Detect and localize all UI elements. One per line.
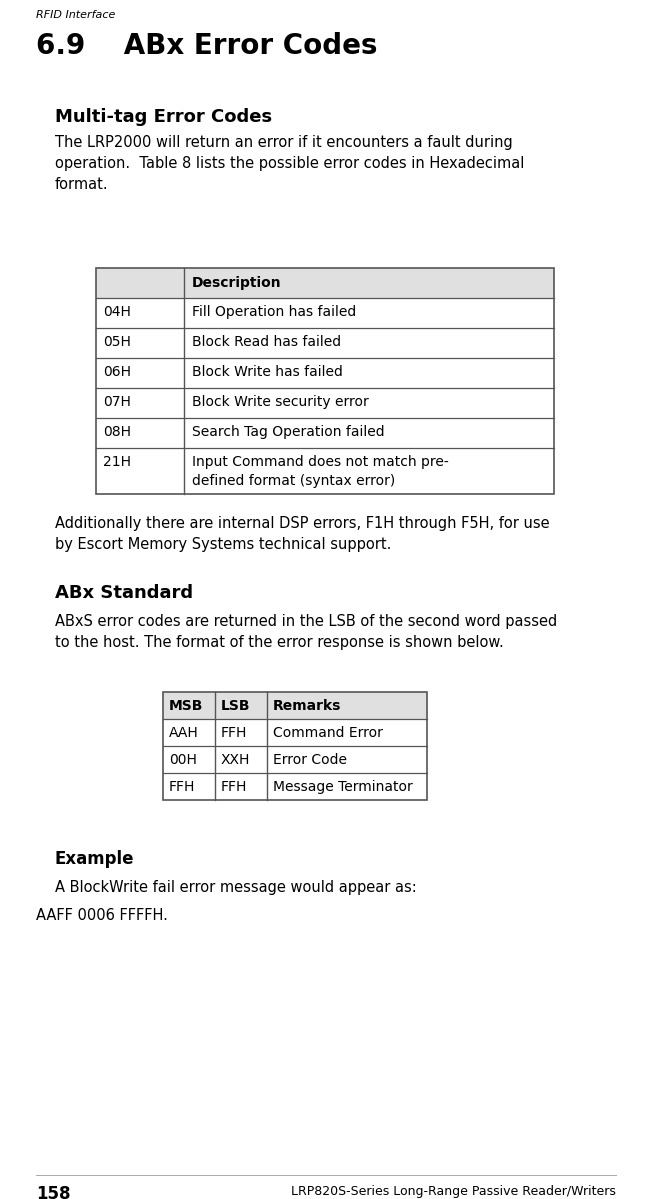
Text: 158: 158 [36, 1185, 70, 1199]
Bar [96, 269, 554, 299]
Text: LSB: LSB [221, 699, 250, 713]
Text: FFH: FFH [221, 781, 247, 794]
Text: Error Code: Error Code [273, 753, 347, 767]
Text: RFID Interface: RFID Interface [36, 10, 115, 20]
Text: FFH: FFH [169, 781, 196, 794]
Text: 08H: 08H [103, 424, 131, 439]
Text: Block Write has failed: Block Write has failed [192, 364, 343, 379]
Text: 05H: 05H [103, 335, 131, 349]
Text: 07H: 07H [103, 394, 131, 409]
Text: Description: Description [192, 276, 282, 290]
Text: MSB: MSB [169, 699, 203, 713]
Text: Input Command does not match pre-
defined format (syntax error): Input Command does not match pre- define… [192, 454, 449, 488]
Text: FFH: FFH [221, 727, 247, 740]
Text: 04H: 04H [103, 305, 131, 319]
Text: Fill Operation has failed: Fill Operation has failed [192, 305, 356, 319]
Text: Example: Example [55, 850, 134, 868]
Text: ABx Standard: ABx Standard [55, 584, 193, 602]
Text: Block Write security error: Block Write security error [192, 394, 369, 409]
Text: Command Error: Command Error [273, 727, 383, 740]
Text: Multi-tag Error Codes: Multi-tag Error Codes [55, 108, 272, 126]
Bar [96, 269, 554, 494]
Text: XXH: XXH [221, 753, 250, 767]
Text: Message Terminator: Message Terminator [273, 781, 413, 794]
Text: Block Read has failed: Block Read has failed [192, 335, 341, 349]
Text: 6.9    ABx Error Codes: 6.9 ABx Error Codes [36, 32, 378, 60]
Bar [163, 692, 427, 719]
Text: The LRP2000 will return an error if it encounters a fault during
operation.  Tab: The LRP2000 will return an error if it e… [55, 135, 524, 192]
Text: ABxS error codes are returned in the LSB of the second word passed
to the host. : ABxS error codes are returned in the LSB… [55, 614, 557, 650]
Text: Search Tag Operation failed: Search Tag Operation failed [192, 424, 385, 439]
Text: 06H: 06H [103, 364, 131, 379]
Text: LRP820S-Series Long-Range Passive Reader/Writers: LRP820S-Series Long-Range Passive Reader… [291, 1185, 616, 1198]
Text: 21H: 21H [103, 454, 131, 469]
Text: AAFF 0006 FFFFH.: AAFF 0006 FFFFH. [36, 908, 168, 923]
Text: A BlockWrite fail error message would appear as:: A BlockWrite fail error message would ap… [55, 880, 417, 894]
Text: Additionally there are internal DSP errors, F1H through F5H, for use
by Escort M: Additionally there are internal DSP erro… [55, 516, 550, 552]
Bar [163, 692, 427, 800]
Text: 00H: 00H [169, 753, 197, 767]
Text: Remarks: Remarks [273, 699, 342, 713]
Text: AAH: AAH [169, 727, 199, 740]
